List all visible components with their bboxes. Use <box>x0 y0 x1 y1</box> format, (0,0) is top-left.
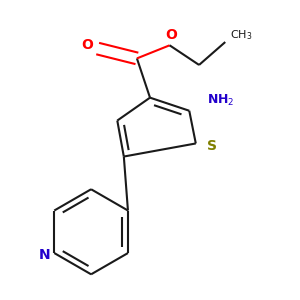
Text: S: S <box>206 139 217 153</box>
Text: N: N <box>39 248 50 262</box>
Text: CH$_3$: CH$_3$ <box>230 28 253 42</box>
Text: NH$_2$: NH$_2$ <box>207 93 234 109</box>
Text: O: O <box>165 28 177 43</box>
Text: O: O <box>81 38 93 52</box>
